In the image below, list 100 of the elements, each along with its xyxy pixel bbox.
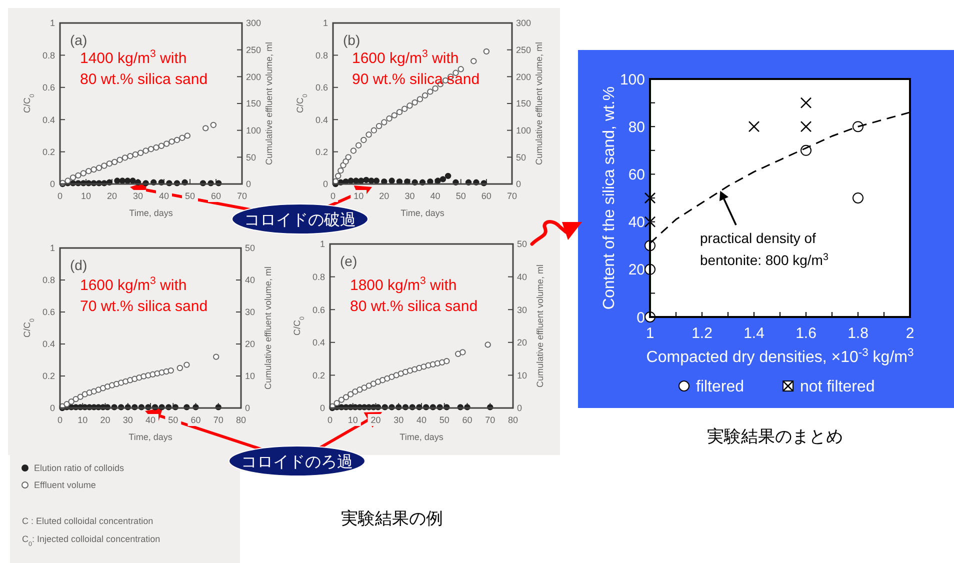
y2-axis-title: Cumulative effluent volume, ml	[534, 42, 544, 165]
y-tick-label: 0.4	[42, 339, 55, 350]
x-axis-title: Time, days	[400, 432, 444, 442]
y2-tick-label: 100	[516, 125, 532, 136]
x-tick-label: 30	[132, 191, 144, 201]
y-tick-label: 0	[50, 403, 55, 414]
y-tick-label: 40	[628, 214, 645, 232]
x-tick-label: 50	[456, 191, 466, 201]
text: 実験結果のまとめ	[707, 427, 843, 446]
text: コロイドのろ過	[241, 454, 353, 471]
y-tick-label: 0	[320, 403, 325, 414]
y2-tick-label: 10	[245, 371, 256, 382]
x-tick-label: 30	[404, 191, 415, 201]
text: (a)	[70, 32, 88, 48]
y2-tick-label: 40	[517, 272, 528, 282]
x-tick-label: 70	[236, 191, 248, 201]
y2-axis-title: Cumulative effluent volume, ml	[263, 266, 273, 390]
y2-tick-label: 0	[245, 403, 250, 414]
annotation: 1600 kg/m$^{3}$ with 70 wt.% silica sand	[80, 275, 208, 315]
legend-label: Elution ratio of colloids	[34, 463, 125, 474]
y-tick-label: 0	[50, 179, 55, 190]
annotation: 1400 kg/m$^{3}$ with 80 wt.% silica sand	[80, 48, 208, 88]
x-tick-label: 0	[330, 191, 336, 201]
x-tick-label: 70	[213, 415, 224, 425]
y-tick-label: 0.4	[315, 114, 328, 125]
y-tick-label: 0.6	[42, 307, 55, 318]
x-tick-label: 50	[439, 415, 450, 425]
y-axis-title: Content of the silica sand, wt.%	[601, 86, 618, 310]
x-tick-label: 0	[57, 191, 63, 201]
y-tick-label: 0.4	[312, 338, 325, 348]
y-tick-label: 1	[320, 239, 325, 250]
x-tick-label: 20	[379, 191, 390, 201]
y2-tick-label: 200	[516, 72, 532, 82]
text: コロイドの破過	[244, 211, 356, 229]
y2-tick-label: 10	[517, 370, 528, 380]
y-tick-label: 0.8	[42, 275, 55, 286]
x-tick-label: 20	[106, 191, 118, 201]
x-tick-label: 40	[416, 415, 427, 425]
x-axis-title: Time, days	[128, 432, 173, 442]
text: (e)	[340, 253, 358, 269]
y2-tick-label: 0	[516, 179, 522, 190]
y2-tick-label: 150	[246, 98, 262, 109]
x-tick-label: 10	[78, 415, 88, 425]
x-tick-label: 40	[158, 191, 170, 201]
y-tick-label: 1	[322, 18, 328, 28]
x-tick-label: 60	[462, 415, 472, 425]
y2-tick-label: 300	[246, 18, 262, 28]
x-tick-label: 60	[481, 191, 492, 201]
x-tick-label: 50	[168, 415, 178, 425]
annotation: 1600 kg/m$^{3}$ with 90 wt.% silica sand	[352, 48, 480, 88]
y2-tick-label: 200	[246, 72, 262, 82]
y-tick-label: 20	[628, 262, 645, 279]
y-tick-label: 0.6	[42, 82, 55, 93]
y2-tick-label: 250	[516, 44, 532, 55]
x-tick-label: 80	[236, 415, 246, 425]
y-tick-label: 0.8	[312, 272, 325, 282]
y2-tick-label: 150	[516, 98, 532, 109]
y-tick-label: 0.2	[42, 371, 55, 382]
y-tick-label: 0.6	[312, 304, 325, 315]
text: C$_{0}$: Injected colloidal concentration	[22, 534, 160, 548]
annotation: practical density of bentonite: 800 kg/m$^{3}$	[700, 230, 829, 268]
x-tick-label: 20	[370, 415, 381, 425]
text: (b)	[343, 32, 360, 48]
x-tick-label: 80	[508, 415, 518, 425]
legend-label: filtered	[696, 378, 744, 396]
y2-tick-label: 250	[246, 44, 262, 55]
x-axis-title: Compacted dry densities, ×10$^{-3}$ kg/m$^{3}$	[646, 347, 914, 366]
y2-tick-label: 20	[245, 339, 256, 350]
y2-tick-label: 40	[245, 275, 256, 286]
x-tick-label: 60	[190, 415, 201, 425]
y2-tick-label: 100	[246, 125, 262, 136]
y-tick-label: 0.8	[315, 50, 328, 60]
y2-tick-label: 30	[517, 304, 528, 315]
x-tick-label: 2	[906, 325, 914, 342]
annotation: 1800 kg/m$^{3}$ with 80 wt.% silica sand	[350, 275, 478, 315]
x-tick-label: 1.4	[744, 325, 764, 342]
y-tick-label: 1	[50, 18, 55, 28]
x-axis-title: Time, days	[129, 208, 174, 218]
y-tick-label: 0.4	[42, 114, 55, 125]
x-tick-label: 10	[354, 191, 364, 201]
text: (d)	[70, 257, 88, 273]
x-tick-label: 60	[210, 191, 222, 201]
x-tick-label: 1.8	[848, 325, 868, 342]
y2-tick-label: 50	[246, 152, 256, 162]
x-tick-label: 40	[430, 191, 440, 201]
x-tick-label: 0	[57, 415, 63, 425]
x-tick-label: 70	[506, 191, 518, 201]
x-tick-label: 1.2	[692, 325, 712, 342]
y-tick-label: 60	[628, 166, 645, 184]
x-tick-label: 30	[122, 415, 133, 425]
y-tick-label: 0.2	[42, 146, 55, 157]
y2-tick-label: 0	[246, 179, 252, 190]
y2-axis-title: Cumulative effluent volume, ml	[535, 264, 545, 388]
legend-label: Effluent volume	[34, 480, 96, 490]
y2-axis-title: Cumulative effluent volume, ml	[264, 42, 274, 165]
y2-tick-label: 50	[517, 239, 528, 250]
y-tick-label: 0	[636, 309, 645, 326]
y2-tick-label: 50	[516, 152, 526, 162]
y-tick-label: 0.2	[312, 370, 325, 380]
y2-tick-label: 0	[517, 403, 522, 414]
